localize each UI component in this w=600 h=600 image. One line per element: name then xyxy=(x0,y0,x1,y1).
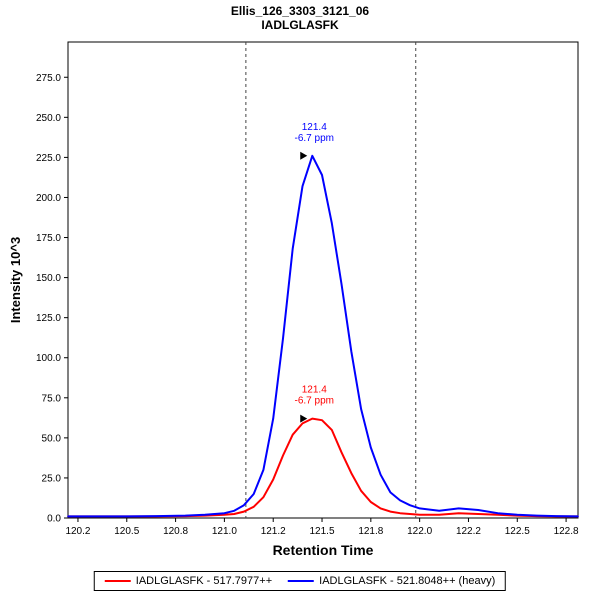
legend: IADLGLASFK - 517.7977++ IADLGLASFK - 521… xyxy=(93,571,507,591)
y-tick-label: 25.0 xyxy=(42,473,62,484)
peak-rt-annotation: 121.4 xyxy=(302,385,327,396)
peak-apex-arrow-icon xyxy=(300,151,308,160)
chart-title: Ellis_126_3303_3121_06 xyxy=(230,4,370,18)
legend-label-heavy: IADLGLASFK - 521.8048++ (heavy) xyxy=(319,575,496,587)
chromatogram-plot[interactable]: 0.0 25.0 50.0 75.0 100.0 125.0 150.0 175.0 200.0… xyxy=(0,0,600,565)
y-tick-label: 225.0 xyxy=(36,153,61,164)
y-tick-label: 0.0 xyxy=(47,514,61,525)
y-tick-label: 200.0 xyxy=(36,193,61,204)
y-tick-label: 275.0 xyxy=(36,73,61,84)
x-tick-label: 121.0 xyxy=(212,526,237,537)
legend-item-heavy: IADLGLASFK - 521.8048++ (heavy) xyxy=(288,575,495,587)
x-tick-label: 122.2 xyxy=(456,526,481,537)
x-tick-label: 121.8 xyxy=(358,526,383,537)
chart-subtitle: IADLGLASFK xyxy=(261,18,339,32)
legend-label-light: IADLGLASFK - 517.7977++ xyxy=(135,575,273,587)
y-tick-label: 50.0 xyxy=(42,433,62,444)
legend-line-swatch-blue xyxy=(288,580,315,582)
series-curve-1[interactable] xyxy=(67,154,579,518)
y-tick-label: 125.0 xyxy=(36,313,61,324)
series-curve-0[interactable] xyxy=(67,417,579,518)
legend-line-swatch-red xyxy=(104,580,131,582)
x-tick-label: 120.5 xyxy=(114,526,139,537)
peak-rt-annotation: 121.4 xyxy=(302,122,327,133)
y-tick-label: 250.0 xyxy=(36,113,61,124)
peak-ppm-annotation: -6.7 ppm xyxy=(295,133,334,144)
peak-ppm-annotation: -6.7 ppm xyxy=(295,396,334,407)
y-tick-label: 150.0 xyxy=(36,273,61,284)
x-axis-label: Retention Time xyxy=(273,542,374,558)
peak-apex-arrow-icon xyxy=(300,414,308,423)
x-tick-label: 121.2 xyxy=(261,526,286,537)
x-tick-label: 120.2 xyxy=(65,526,90,537)
chart-title-block: Ellis_126_3303_3121_06 IADLGLASFK xyxy=(0,4,600,32)
x-tick-label: 120.8 xyxy=(163,526,188,537)
y-tick-label: 75.0 xyxy=(42,393,62,404)
x-tick-label: 121.5 xyxy=(310,526,335,537)
x-tick-label: 122.0 xyxy=(407,526,432,537)
plot-area[interactable] xyxy=(67,41,579,519)
x-tick-label: 122.8 xyxy=(554,526,579,537)
x-tick-label: 122.5 xyxy=(505,526,530,537)
legend-item-light: IADLGLASFK - 517.7977++ xyxy=(104,575,273,587)
y-tick-label: 175.0 xyxy=(36,233,61,244)
y-tick-label: 100.0 xyxy=(36,353,61,364)
y-axis-label: Intensity 10^3 xyxy=(8,237,23,323)
